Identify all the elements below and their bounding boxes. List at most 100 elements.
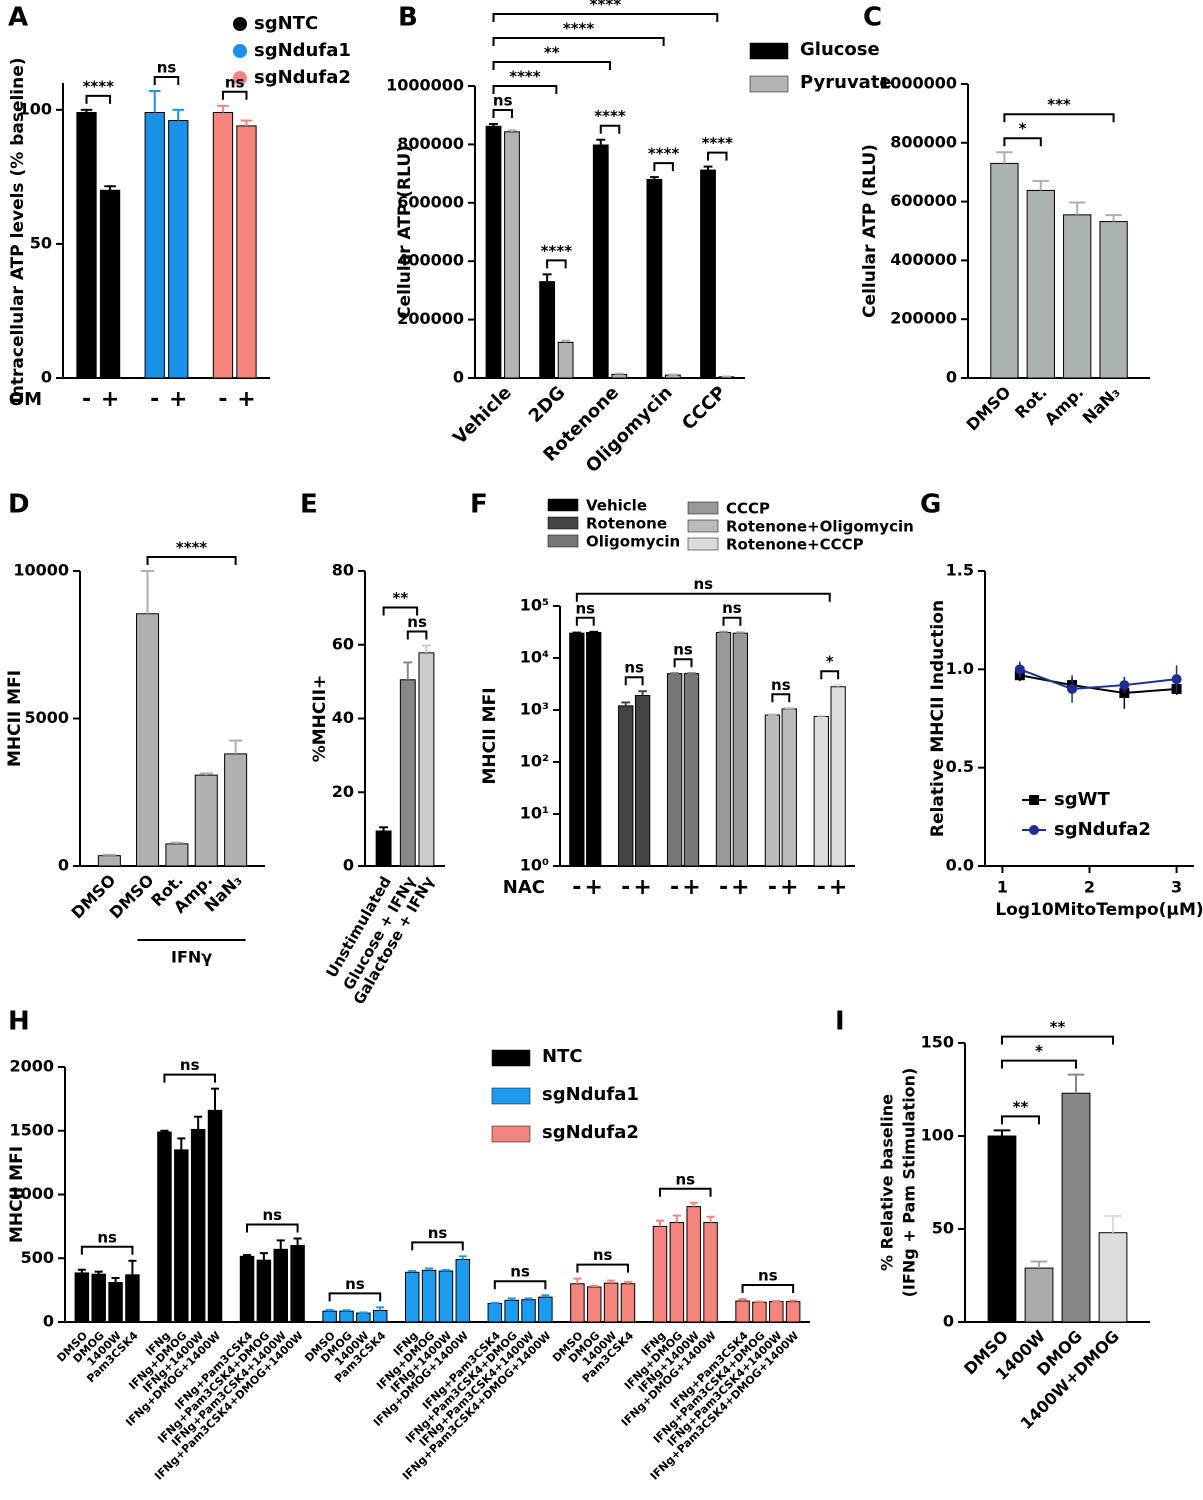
legend-marker: [1029, 825, 1039, 835]
y-tick-label: 40: [332, 708, 354, 727]
legend-swatch: [687, 519, 719, 533]
significance-label: ****: [648, 145, 680, 163]
y-tick-label: 200000: [397, 309, 464, 328]
significance-label: ns: [428, 1224, 448, 1242]
legend-label: Vehicle: [586, 497, 647, 515]
significance-bracket: [492, 60, 611, 70]
bar: [703, 1222, 718, 1323]
significance-label: ****: [702, 134, 734, 152]
y-tick-label: 1.5: [946, 561, 974, 580]
point: [1171, 674, 1182, 685]
bar: [99, 189, 121, 379]
bar: [273, 1248, 288, 1323]
bar: [732, 632, 749, 867]
legend-swatch: [687, 501, 719, 515]
y-tick-label: 10⁰: [520, 856, 549, 875]
y-tick-label: 10¹: [520, 804, 549, 823]
significance-label: *: [1035, 1042, 1043, 1060]
bar: [1061, 1092, 1091, 1323]
significance-label: ns: [675, 1170, 695, 1188]
significance-bracket: [328, 1292, 382, 1302]
bar: [618, 705, 634, 867]
x-axis-label: OM: [9, 389, 42, 410]
legend-label: Rotenone: [586, 515, 667, 533]
significance-bracket: [771, 693, 791, 703]
y-tick-label: 600000: [397, 192, 464, 211]
significance-bracket: [153, 76, 180, 86]
legend-label: Oligomycin: [586, 533, 680, 551]
y-tick-label: 400000: [890, 250, 957, 269]
bar: [735, 1300, 750, 1323]
significance-label: ns: [510, 1263, 530, 1281]
significance-bracket: [575, 616, 595, 626]
x-tick-label: +: [829, 875, 847, 900]
bar: [339, 1310, 354, 1323]
significance-bracket: [722, 616, 742, 626]
significance-label: ns: [225, 73, 245, 91]
significance-bracket: [221, 90, 248, 100]
y-tick-label: 0: [58, 856, 69, 875]
x-tick-label: +: [101, 387, 119, 412]
significance-bracket: [492, 36, 665, 46]
bar: [322, 1310, 337, 1323]
significance-bracket: [576, 1263, 629, 1273]
y-axis-label: MHCII MFI: [7, 1146, 27, 1243]
x-axis-label: NAC: [503, 877, 545, 898]
significance-label: ns: [263, 1206, 283, 1224]
x-tick-label: -: [719, 875, 728, 900]
y-tick-label: 0: [343, 856, 354, 875]
x-tick-label: -: [621, 875, 630, 900]
y-tick-label: 0: [943, 1312, 954, 1331]
legend-swatch: [547, 534, 579, 548]
bar: [570, 1283, 585, 1323]
x-tick-label: +: [780, 875, 798, 900]
legend-swatch: [491, 1125, 531, 1143]
x-tick-label: 1: [997, 878, 1008, 897]
x-tick-label: 2: [1084, 878, 1095, 897]
legend-label: Glucose: [800, 39, 880, 60]
bar: [174, 1149, 189, 1323]
y-tick-label: 60: [332, 634, 354, 653]
bar: [611, 373, 628, 379]
y-axis-label: Cellular ATP (RLU): [395, 145, 415, 319]
bar: [485, 125, 502, 379]
significance-bracket: [1001, 1115, 1040, 1125]
bar: [399, 679, 416, 867]
panel-label: H: [8, 1007, 30, 1037]
bar: [990, 162, 1019, 379]
bar: [715, 631, 732, 867]
y-tick-label: 150: [921, 1033, 954, 1052]
bar: [592, 144, 609, 379]
legend-label: sgNdufa2: [542, 1122, 639, 1143]
significance-label: ns: [575, 599, 595, 617]
bar: [569, 632, 585, 867]
y-tick-label: 0: [946, 368, 957, 387]
significance-label: *: [1019, 120, 1027, 138]
bar: [830, 686, 846, 867]
bar: [487, 1303, 503, 1323]
bar: [538, 1296, 553, 1323]
bar: [418, 652, 435, 867]
y-tick-label: 10²: [520, 752, 549, 771]
x-tick-label: -: [82, 387, 91, 412]
legend-swatch: [547, 516, 579, 530]
legend-marker: [1029, 795, 1039, 805]
y-axis-label: (IFNg + Pam Stimulation): [900, 1068, 919, 1298]
bar: [356, 1312, 371, 1323]
bar: [1026, 189, 1055, 379]
bar: [769, 1301, 784, 1323]
legend-label: Rotenone+CCCP: [726, 536, 864, 554]
x-tick-label: +: [584, 875, 602, 900]
y-tick-label: 20: [332, 782, 354, 801]
bar: [290, 1245, 305, 1323]
y-tick-label: 0: [43, 1312, 54, 1331]
significance-label: ns: [673, 641, 693, 659]
significance-label: ****: [594, 107, 626, 125]
bar: [207, 1109, 223, 1323]
bar: [165, 843, 189, 867]
legend-marker: [233, 44, 247, 58]
x-tick-label: -: [670, 875, 679, 900]
bar: [74, 1272, 90, 1323]
y-tick-label: 800000: [397, 134, 464, 153]
significance-bracket: [673, 658, 693, 668]
